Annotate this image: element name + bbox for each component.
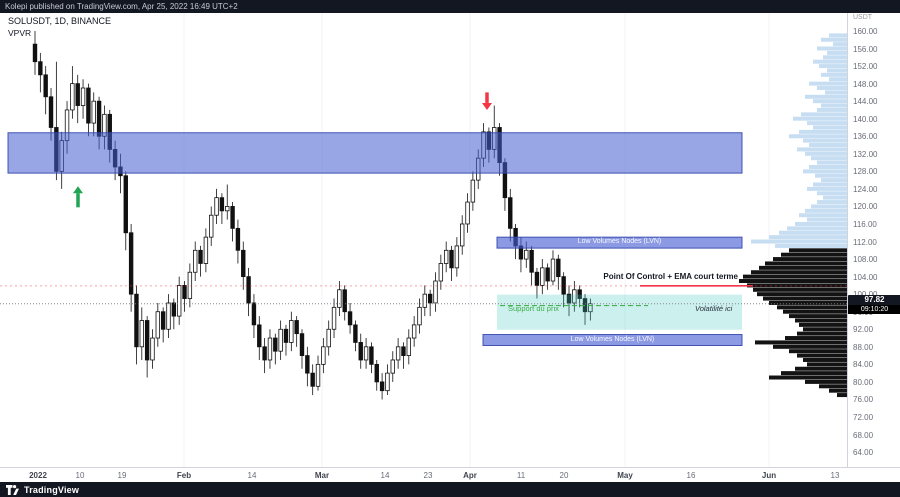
time-tick: Apr <box>463 471 477 480</box>
lvn-upper-label: Low Volumes Nodes (LVN) <box>577 238 662 245</box>
time-tick: 16 <box>686 471 696 480</box>
volatility-label: Volatilité ici <box>695 304 733 313</box>
symbol-title[interactable]: SOLUSDT, 1D, BINANCE <box>8 16 112 26</box>
point-of-control-label: Point Of Control + EMA court terme <box>603 272 738 281</box>
price-tick: 112.00 <box>853 237 877 247</box>
chart-legend[interactable]: SOLUSDT, 1D, BINANCE VPVR <box>8 16 111 38</box>
indicator-label[interactable]: VPVR <box>8 28 32 38</box>
time-tick: 13 <box>830 471 840 480</box>
time-tick: Feb <box>176 471 192 480</box>
chart-plot-area[interactable]: SOLUSDT, 1D, BINANCE VPVR <box>0 13 847 467</box>
price-tick: 152.00 <box>853 62 878 72</box>
last-price-badge: 97.82 09:10:20 <box>848 294 900 314</box>
attribution-bar: Kolepi published on TradingView.com, Apr… <box>0 0 900 13</box>
candlestick-chart-svg[interactable] <box>0 13 847 467</box>
price-tick: 124.00 <box>853 184 878 194</box>
bar-countdown: 09:10:20 <box>848 304 900 314</box>
time-tick: 14 <box>247 471 257 480</box>
time-tick: 10 <box>75 471 85 480</box>
price-tick: 100.00 <box>853 290 877 299</box>
price-tick: 140.00 <box>853 114 878 124</box>
price-tick: 72.00 <box>853 412 874 422</box>
time-tick: 14 <box>380 471 390 480</box>
price-tick: 92.00 <box>853 325 874 335</box>
price-tick: 68.00 <box>853 430 874 440</box>
footer-bar: TradingView <box>0 482 900 497</box>
time-tick: Mar <box>314 471 330 480</box>
time-axis[interactable]: 2022 10 19 Feb 14 Mar 14 23 Apr 11 20 May 16 Jun 13 <box>0 467 900 482</box>
price-tick: 80.00 <box>853 377 874 387</box>
price-tick: 84.00 <box>853 360 874 370</box>
last-price: 97.82 <box>864 294 885 304</box>
price-tick: 156.00 <box>853 44 878 54</box>
price-tick: 128.00 <box>853 167 878 177</box>
time-tick: 19 <box>117 471 127 480</box>
price-tick: 104.00 <box>853 272 878 282</box>
price-tick: 136.00 <box>853 132 878 142</box>
attribution-text: Kolepi published on TradingView.com, Apr… <box>5 2 238 11</box>
price-tick: 88.00 <box>853 342 874 352</box>
price-support-label: Support du prix <box>508 304 559 313</box>
time-tick: 2022 <box>29 471 47 480</box>
tradingview-logo-icon[interactable] <box>6 484 19 495</box>
price-tick: 160.00 <box>853 26 878 36</box>
price-tick: 132.00 <box>853 149 878 159</box>
price-tick: 116.00 <box>853 219 877 229</box>
time-tick: 20 <box>559 471 569 480</box>
time-tick: 23 <box>423 471 433 480</box>
price-tick: 120.00 <box>853 202 878 212</box>
time-tick: Jun <box>761 471 777 480</box>
price-tick: 108.00 <box>853 255 878 265</box>
price-axis[interactable]: USDT 97.82 09:10:20 160.00 156.00 152.00 14… <box>847 13 900 467</box>
price-tick: 64.00 <box>853 448 874 458</box>
price-tick: 76.00 <box>853 395 874 405</box>
time-tick: 11 <box>516 471 526 480</box>
price-tick: 148.00 <box>853 79 878 89</box>
price-unit-label: USDT <box>853 14 873 21</box>
time-tick: May <box>617 471 633 480</box>
lvn-lower-label: Low Volumes Nodes (LVN) <box>570 336 655 343</box>
brand-name[interactable]: TradingView <box>24 484 80 495</box>
price-tick: 144.00 <box>853 97 878 107</box>
